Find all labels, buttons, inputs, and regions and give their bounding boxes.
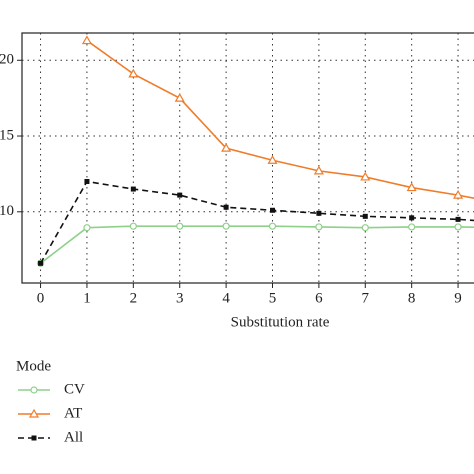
point xyxy=(268,222,277,230)
point xyxy=(128,68,139,78)
legend-marker xyxy=(30,386,38,394)
y-tick-label: 20 xyxy=(0,52,14,68)
point xyxy=(455,216,461,222)
plot-frame xyxy=(21,32,474,284)
point xyxy=(38,260,44,266)
x-tick-label: 3 xyxy=(176,290,184,306)
x-tick-label: 8 xyxy=(408,290,416,306)
x-tick-label: 9 xyxy=(454,290,462,306)
point xyxy=(267,155,278,164)
point xyxy=(129,222,137,230)
legend-label: AT xyxy=(64,405,82,421)
legend-marker xyxy=(28,408,40,418)
point xyxy=(83,224,91,232)
y-tick-label: 15 xyxy=(0,127,14,143)
legend-title: Mode xyxy=(16,358,51,374)
point xyxy=(409,215,415,221)
x-tick-label: 0 xyxy=(37,290,45,306)
point xyxy=(406,182,417,192)
x-axis-label: Substitution rate xyxy=(231,314,330,330)
point xyxy=(316,210,322,216)
point xyxy=(454,223,462,231)
point xyxy=(408,223,416,231)
series-line xyxy=(40,225,474,264)
point xyxy=(315,223,323,231)
point xyxy=(360,171,371,181)
x-tick-label: 1 xyxy=(83,290,91,306)
x-tick-label: 2 xyxy=(130,290,138,306)
point xyxy=(362,213,368,219)
legend-label: All xyxy=(64,429,83,445)
point xyxy=(81,35,92,45)
point xyxy=(361,224,369,232)
point xyxy=(221,142,232,152)
x-tick-label: 6 xyxy=(315,290,323,306)
series-line xyxy=(86,39,474,200)
point xyxy=(130,186,136,192)
point xyxy=(84,178,90,184)
legend-marker xyxy=(31,435,37,441)
x-tick-label: 5 xyxy=(269,290,277,306)
x-tick-label: 7 xyxy=(362,290,370,306)
point xyxy=(174,92,185,102)
series-line xyxy=(39,180,474,264)
point xyxy=(313,165,324,175)
point xyxy=(177,192,183,198)
point xyxy=(270,207,275,213)
point xyxy=(176,222,184,230)
legend-label: CV xyxy=(64,381,85,397)
point xyxy=(222,222,230,230)
y-tick-label: 10 xyxy=(0,203,14,219)
point xyxy=(223,204,229,210)
point xyxy=(453,189,464,199)
x-tick-label: 4 xyxy=(222,290,230,306)
